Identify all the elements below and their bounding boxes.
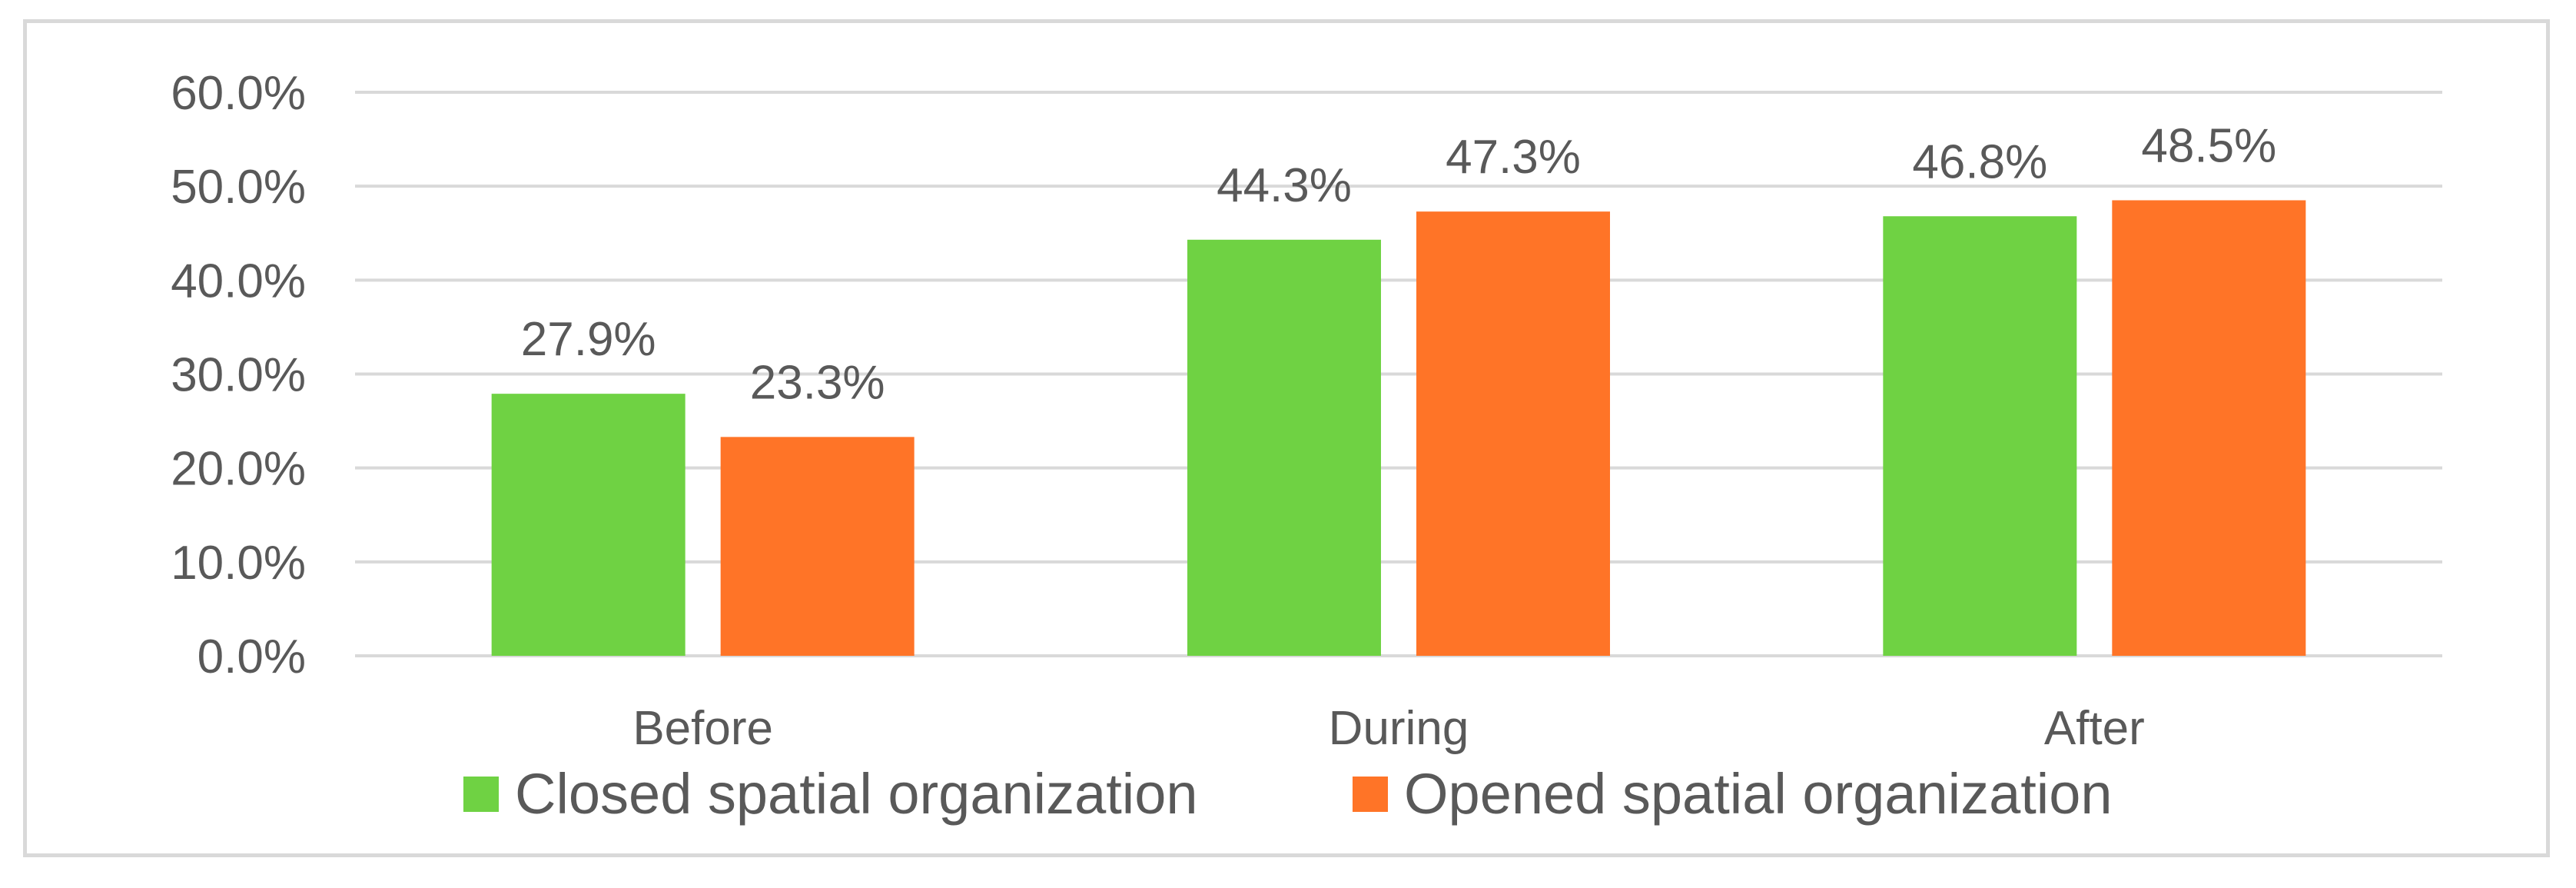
bar-after-series-1 [1883, 216, 2077, 656]
bar-during-series-1 [1187, 239, 1381, 657]
legend-swatch [1353, 777, 1388, 812]
legend-label: Opened spatial organization [1404, 762, 2113, 826]
bar-data-label: 23.3% [750, 356, 885, 409]
bar-before-series-2 [720, 437, 915, 656]
y-tick-label: 0.0% [198, 630, 306, 683]
bar-data-label: 44.3% [1217, 159, 1352, 212]
bar-after-series-2 [2112, 200, 2306, 656]
bar-before-series-1 [491, 394, 685, 656]
bar-data-label: 46.8% [1912, 135, 2047, 188]
x-tick-label: After [2044, 702, 2145, 755]
x-tick-label: Before [632, 702, 773, 755]
x-tick-label: During [1329, 702, 1469, 755]
y-axis-ticks: 0.0% 10.0% 20.0% 30.0% 40.0% 50.0% 60.0% [171, 67, 306, 683]
y-tick-label: 20.0% [171, 443, 306, 496]
y-tick-label: 30.0% [171, 349, 306, 402]
y-tick-label: 50.0% [171, 161, 306, 214]
bar-data-label: 27.9% [521, 313, 656, 366]
bar-during-series-2 [1416, 211, 1610, 656]
gridlines [355, 91, 2442, 657]
y-tick-label: 10.0% [171, 537, 306, 590]
legend-label: Closed spatial organization [515, 762, 1198, 826]
bar-data-labels: 27.9% 23.3% 44.3% 47.3% 46.8% 48.5% [521, 119, 2276, 409]
legend: Closed spatial organization Opened spatia… [463, 762, 2113, 826]
bars [491, 200, 2306, 657]
bar-data-label: 47.3% [1446, 131, 1581, 184]
y-tick-label: 40.0% [171, 254, 306, 308]
legend-swatch [463, 777, 499, 812]
y-tick-label: 60.0% [171, 67, 306, 120]
x-axis-ticks: Before During After [632, 702, 2144, 755]
bar-data-label: 48.5% [2141, 119, 2276, 172]
